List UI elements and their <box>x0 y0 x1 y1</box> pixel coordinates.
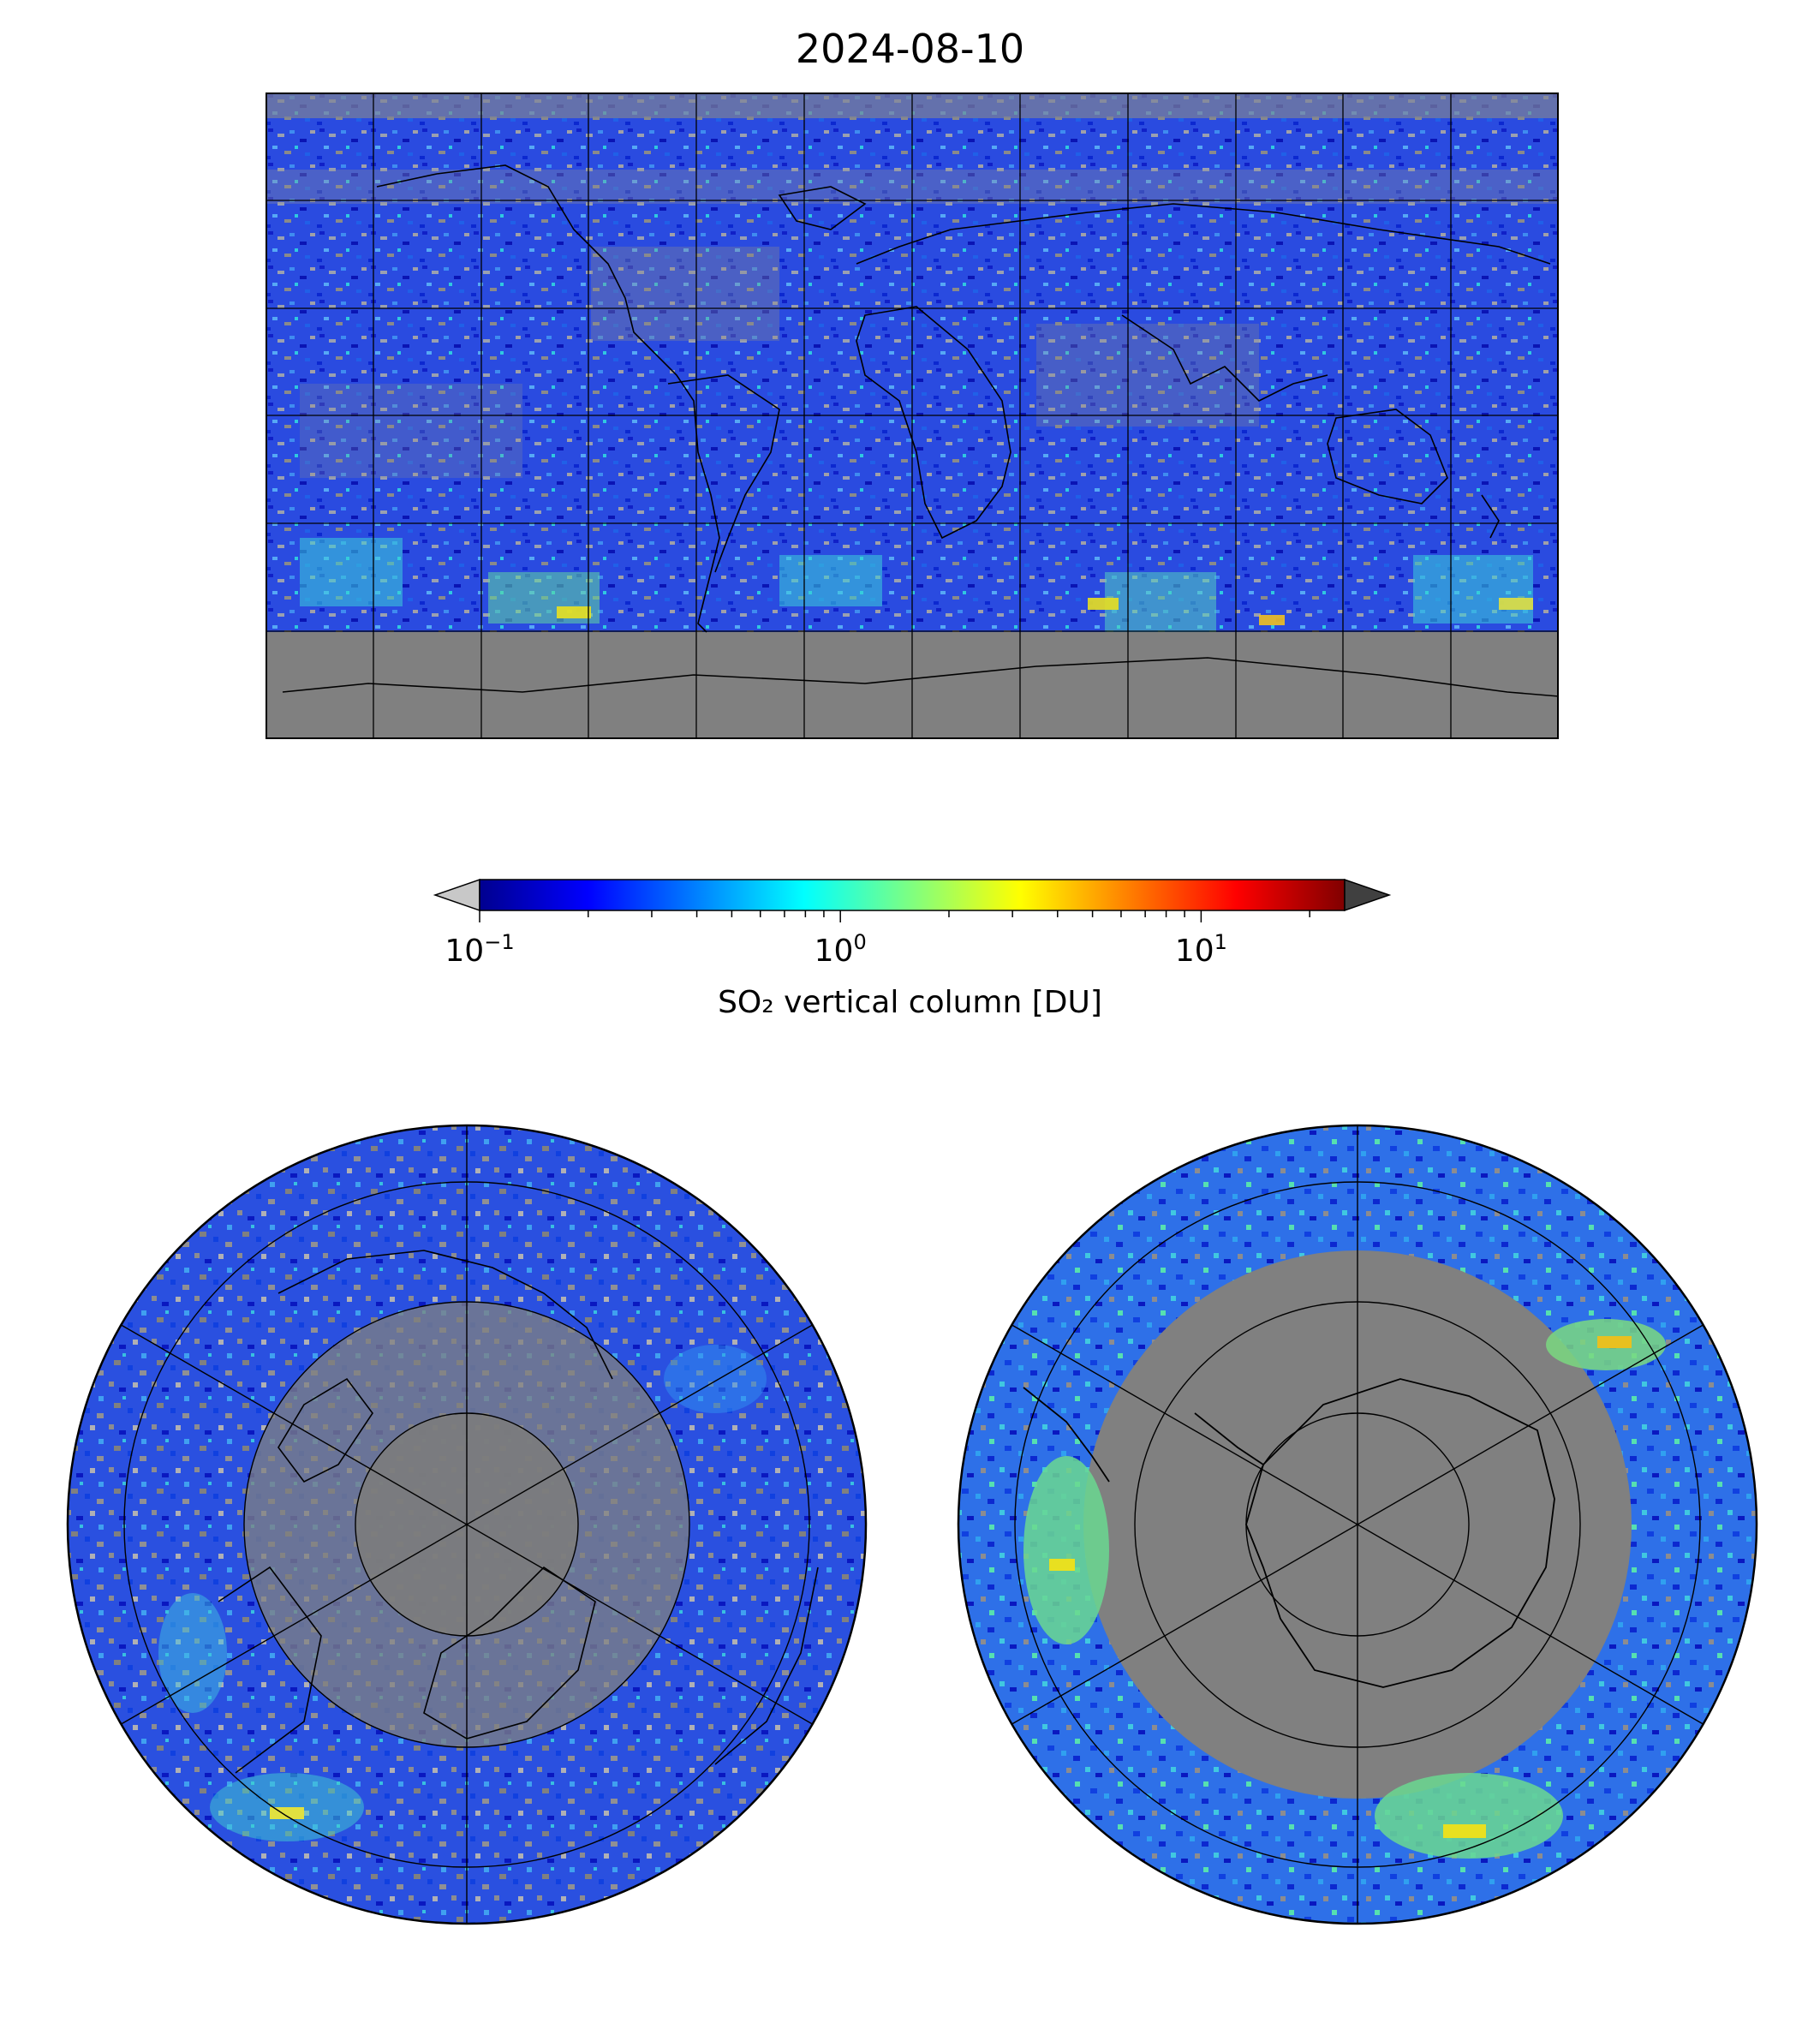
colorbar <box>433 878 1392 922</box>
colorbar-tick-labels: 10−1 100 101 <box>0 930 1820 985</box>
colorbar-over-triangle <box>1344 878 1392 912</box>
colorbar-tick-label: 100 <box>814 930 867 969</box>
colorbar-under-triangle <box>433 878 480 912</box>
north-polar-map <box>66 1124 868 1925</box>
south-polar-map <box>957 1124 1758 1925</box>
colorbar-tick-label: 10−1 <box>445 930 515 969</box>
global-map <box>266 92 1559 739</box>
colorbar-gradient <box>479 879 1346 911</box>
map-title: 2024-08-10 <box>795 26 1025 72</box>
colorbar-label: SO₂ vertical column [DU] <box>718 985 1102 1020</box>
colorbar-tick-label: 101 <box>1174 930 1227 969</box>
